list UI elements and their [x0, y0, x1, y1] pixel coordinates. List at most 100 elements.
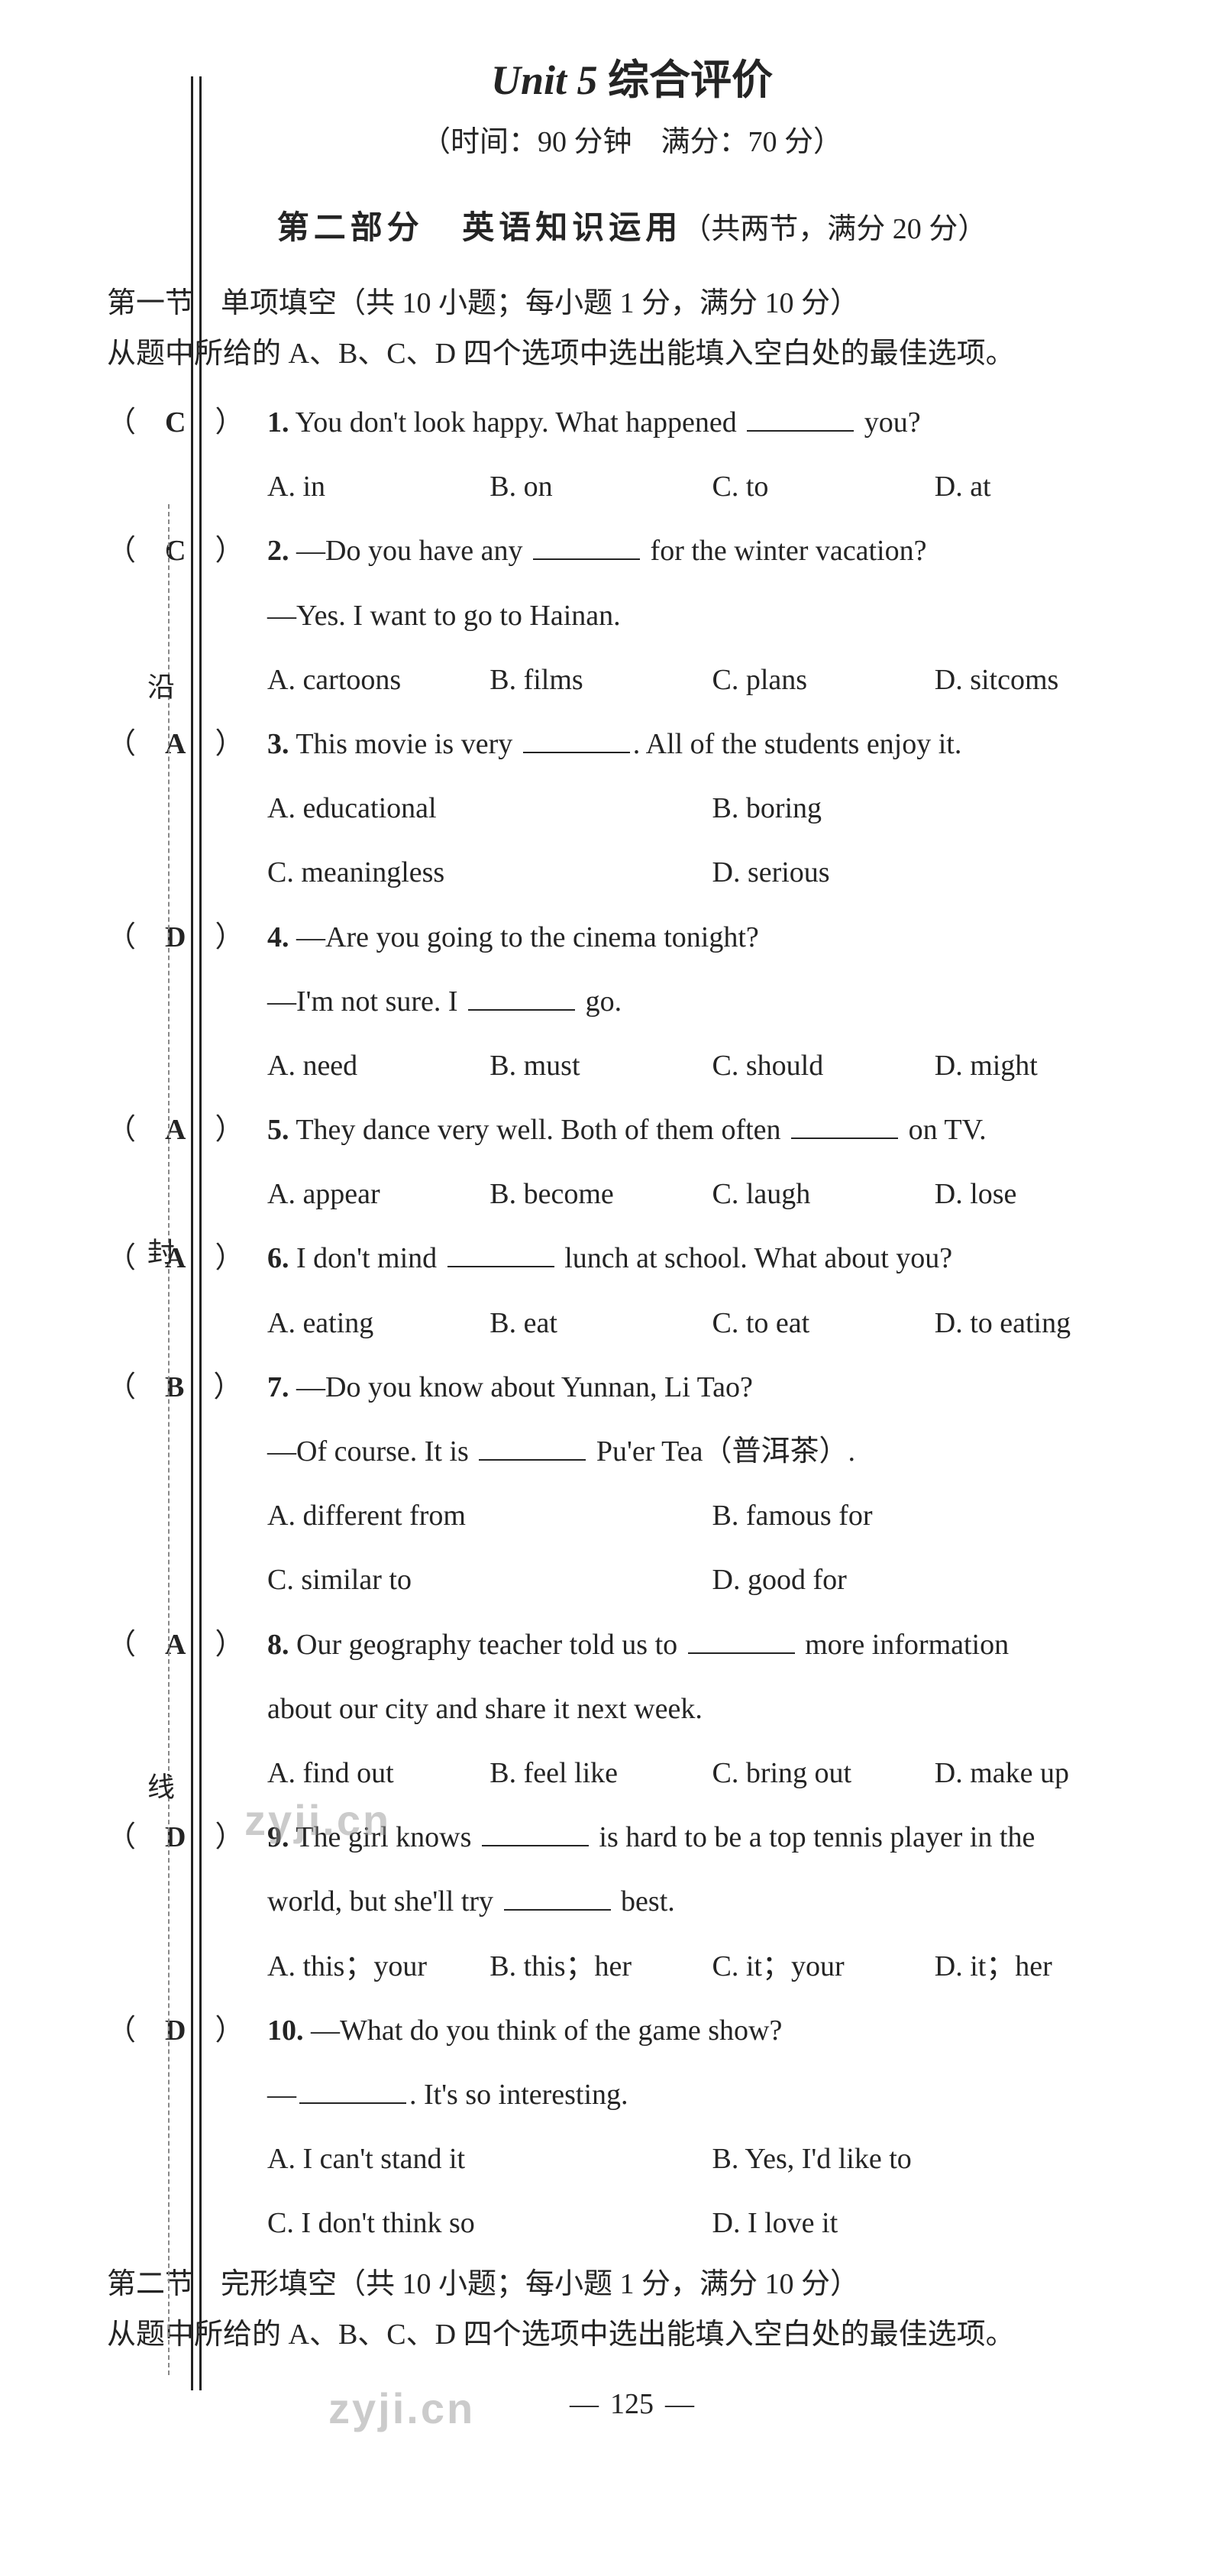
q9-options: A. this；your B. this；her C. it；your D. i… [267, 1939, 1157, 1994]
blank [523, 730, 630, 753]
margin-char-3: 线 [139, 1772, 179, 1800]
q3-options-row1: A. educational B. boring [267, 781, 1157, 836]
q7-line2: —Of course. It is Pu'er Tea（普洱茶）. [267, 1424, 1157, 1479]
blank [747, 409, 854, 432]
title-unit: Unit 5 [491, 57, 598, 103]
q8-optC: C. bring out [712, 1746, 935, 1801]
margin-char-1: 沿 [139, 672, 179, 700]
q10-line2: —. It's so interesting. [267, 2067, 1157, 2122]
part-label: 第二部分 [277, 211, 424, 246]
q2-optC: C. plans [712, 652, 935, 707]
q4-optA: A. need [267, 1038, 489, 1093]
q4-optB: B. must [489, 1038, 712, 1093]
q4-line2: —I'm not sure. I go. [267, 974, 1157, 1029]
blank [688, 1630, 795, 1653]
q9-optB: B. this；her [489, 1939, 712, 1994]
q3-optB: B. boring [712, 781, 1158, 836]
q10-num: 10. [267, 2015, 304, 2047]
page-title: Unit 5 综合评价 [107, 46, 1157, 106]
question-9: （ D ） 9. The girl knows is hard to be a … [107, 1810, 1157, 1865]
q4-optD: D. might [935, 1038, 1157, 1093]
subtitle: （时间：90 分钟 满分：70 分） [107, 118, 1157, 160]
q2-optA: A. cartoons [267, 652, 489, 707]
q2-optD: D. sitcoms [935, 652, 1157, 707]
section1-title: 单项填空（共 10 小题；每小题 1 分，满分 10 分） [221, 287, 859, 319]
q10-optB: B. Yes, I'd like to [712, 2131, 1158, 2186]
part-header: 第二部分 英语知识运用（共两节，满分 20 分） [107, 202, 1157, 248]
q1-options: A. in B. on C. to D. at [267, 459, 1157, 514]
q8-options: A. find out B. feel like C. bring out D.… [267, 1746, 1157, 1801]
q3-optA: A. educational [267, 781, 712, 836]
section2-title: 完形填空（共 10 小题；每小题 1 分，满分 10 分） [221, 2268, 859, 2300]
q3-options-row2: C. meaningless D. serious [267, 845, 1157, 900]
q1-optD: D. at [935, 459, 1157, 514]
q1-optC: C. to [712, 459, 935, 514]
left-margin: 沿 封 线 [122, 46, 199, 2421]
q10-optD: D. I love it [712, 2196, 1158, 2251]
q8-optD: D. make up [935, 1746, 1157, 1801]
section1-header: 第一节单项填空（共 10 小题；每小题 1 分，满分 10 分） [107, 279, 1157, 321]
q5-optD: D. lose [935, 1167, 1157, 1222]
q5-options: A. appear B. become C. laugh D. lose [267, 1167, 1157, 1222]
q9-optC: C. it；your [712, 1939, 935, 1994]
q1-num: 1. [267, 406, 289, 439]
q10-options-row1: A. I can't stand it B. Yes, I'd like to [267, 2131, 1157, 2186]
question-7: （ B ） 7. —Do you know about Yunnan, Li T… [107, 1360, 1157, 1415]
q9-line2: world, but she'll try best. [267, 1874, 1157, 1929]
blank [479, 1438, 586, 1461]
q3-optD: D. serious [712, 845, 1158, 900]
question-4: （ D ） 4. —Are you going to the cinema to… [107, 910, 1157, 965]
title-suffix: 综合评价 [598, 57, 774, 103]
q5-num: 5. [267, 1114, 289, 1146]
q7-num: 7. [267, 1371, 289, 1403]
q8-optB: B. feel like [489, 1746, 712, 1801]
section1-instruction: 从题中所给的 A、B、C、D 四个选项中选出能填入空白处的最佳选项。 [107, 332, 1157, 376]
q9-num: 9. [267, 1821, 289, 1853]
section2-instruction: 从题中所给的 A、B、C、D 四个选项中选出能填入空白处的最佳选项。 [107, 2313, 1157, 2357]
q5-optB: B. become [489, 1167, 712, 1222]
blank [468, 987, 575, 1010]
q2-line2: —Yes. I want to go to Hainan. [267, 588, 1157, 643]
q7-options-row2: C. similar to D. good for [267, 1552, 1157, 1607]
q10-options-row2: C. I don't think so D. I love it [267, 2196, 1157, 2251]
blank [533, 537, 640, 560]
q6-optA: A. eating [267, 1296, 489, 1351]
q7-optC: C. similar to [267, 1552, 712, 1607]
q8-num: 8. [267, 1629, 289, 1661]
question-10: （ D ） 10. —What do you think of the game… [107, 2003, 1157, 2058]
margin-char-2: 封 [139, 1238, 179, 1265]
q1-optB: B. on [489, 459, 712, 514]
q10-optA: A. I can't stand it [267, 2131, 712, 2186]
q10-optC: C. I don't think so [267, 2196, 712, 2251]
question-5: （ A ） 5. They dance very well. Both of t… [107, 1102, 1157, 1157]
q2-num: 2. [267, 535, 289, 567]
blank [791, 1116, 898, 1139]
q5-optA: A. appear [267, 1167, 489, 1222]
question-2: （ C ） 2. —Do you have any for the winter… [107, 523, 1157, 578]
q9-optA: A. this；your [267, 1939, 489, 1994]
q7-optA: A. different from [267, 1488, 712, 1543]
blank [299, 2080, 406, 2103]
q2-options: A. cartoons B. films C. plans D. sitcoms [267, 652, 1157, 707]
question-8: （ A ） 8. Our geography teacher told us t… [107, 1617, 1157, 1672]
q6-optD: D. to eating [935, 1296, 1157, 1351]
section2-header: 第二节完形填空（共 10 小题；每小题 1 分，满分 10 分） [107, 2260, 1157, 2302]
binding-dashed-line [168, 504, 170, 2375]
part-title: 英语知识运用 [462, 211, 682, 246]
page-number: 125 [610, 2388, 654, 2420]
q4-num: 4. [267, 921, 289, 953]
q6-options: A. eating B. eat C. to eat D. to eating [267, 1296, 1157, 1351]
q8-optA: A. find out [267, 1746, 489, 1801]
q5-optC: C. laugh [712, 1167, 935, 1222]
q6-optC: C. to eat [712, 1296, 935, 1351]
part-note: （共两节，满分 20 分） [682, 213, 987, 245]
q3-optC: C. meaningless [267, 845, 712, 900]
q6-num: 6. [267, 1242, 289, 1274]
blank [504, 1888, 611, 1911]
q3-num: 3. [267, 728, 289, 760]
question-3: （ A ） 3. This movie is very . All of the… [107, 717, 1157, 772]
q2-optB: B. films [489, 652, 712, 707]
blank [482, 1824, 589, 1846]
q4-options: A. need B. must C. should D. might [267, 1038, 1157, 1093]
q6-optB: B. eat [489, 1296, 712, 1351]
